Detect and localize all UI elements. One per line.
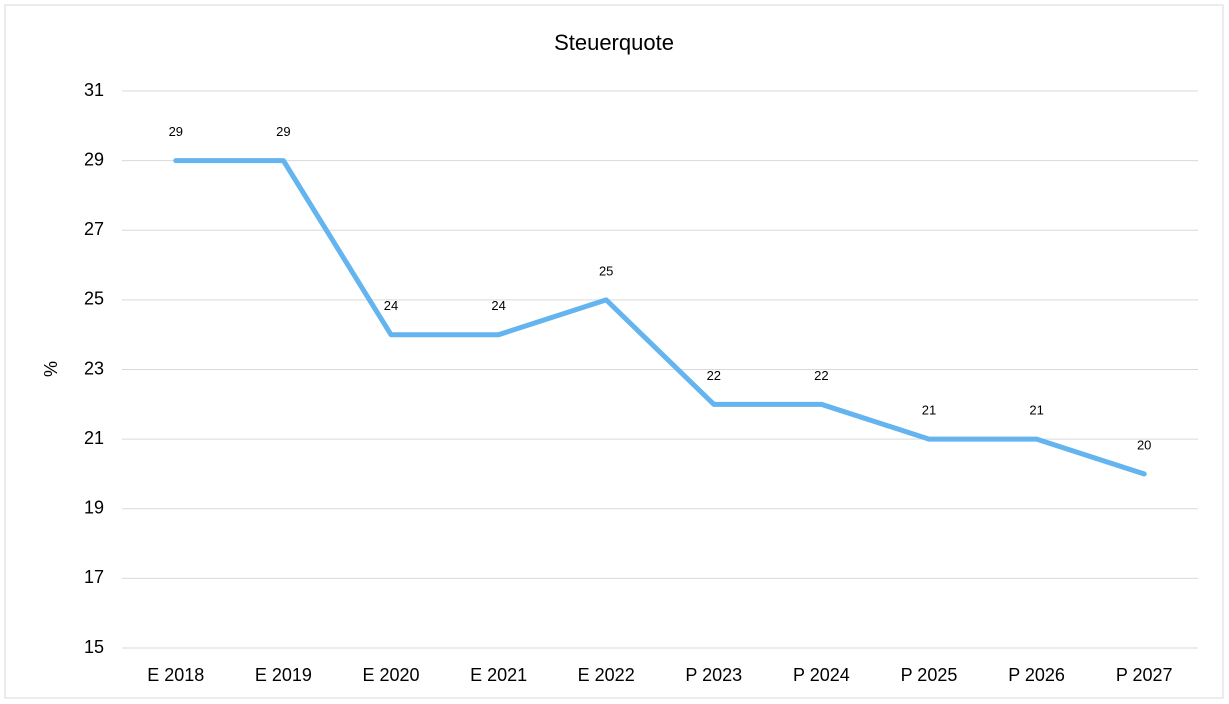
- x-tick-label: E 2022: [578, 665, 635, 685]
- y-tick-label: 31: [84, 80, 104, 100]
- data-label: 24: [384, 298, 398, 313]
- chart-title: Steuerquote: [554, 30, 674, 55]
- x-tick-label: P 2026: [1008, 665, 1065, 685]
- x-tick-label: P 2025: [901, 665, 958, 685]
- y-tick-label: 19: [84, 498, 104, 518]
- y-axis-label: %: [41, 361, 61, 377]
- y-tick-label: 17: [84, 567, 104, 587]
- data-label: 29: [276, 124, 290, 139]
- data-label: 25: [599, 263, 613, 278]
- x-tick-label: P 2024: [793, 665, 850, 685]
- line: [173, 158, 1147, 477]
- y-tick-label: 21: [84, 428, 104, 448]
- data-label: 29: [169, 124, 183, 139]
- y-tick-label: 25: [84, 289, 104, 309]
- x-tick-label: P 2027: [1116, 665, 1173, 685]
- y-tick-label: 27: [84, 219, 104, 239]
- x-tick-label: E 2021: [470, 665, 527, 685]
- data-label: 22: [707, 368, 721, 383]
- y-tick-label: 29: [84, 149, 104, 169]
- y-tick-label: 15: [84, 637, 104, 657]
- chart-frame: [4, 4, 1224, 699]
- data-label: 21: [922, 403, 936, 418]
- data-label: 22: [814, 368, 828, 383]
- x-tick-label: P 2023: [685, 665, 742, 685]
- x-tick-label: E 2018: [147, 665, 204, 685]
- y-tick-label: 23: [84, 358, 104, 378]
- data-label: 20: [1137, 437, 1151, 452]
- x-tick-label: E 2020: [362, 665, 419, 685]
- data-label: 24: [491, 298, 505, 313]
- data-label: 21: [1029, 403, 1043, 418]
- x-tick-label: E 2019: [255, 665, 312, 685]
